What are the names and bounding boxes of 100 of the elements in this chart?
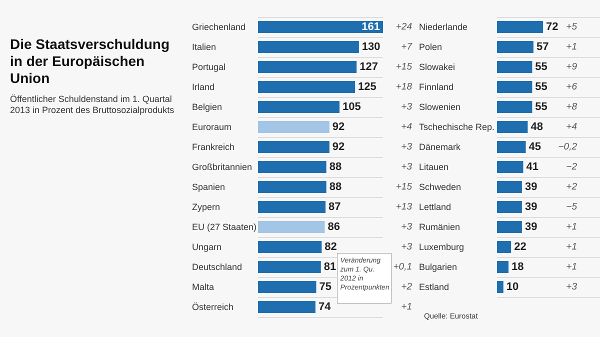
data-label: 39 [524, 221, 538, 233]
bar [497, 241, 512, 253]
y-tick-label: Dänemark [419, 142, 462, 152]
data-label: 88 [329, 161, 342, 173]
data-label: 82 [324, 241, 337, 253]
bar [258, 261, 321, 273]
text: +3 [401, 162, 413, 172]
bar [258, 241, 322, 253]
bar [258, 21, 383, 33]
bar [258, 181, 326, 193]
data-label: 92 [332, 121, 345, 133]
y-tick-label: Italien [192, 42, 216, 52]
bar [497, 161, 524, 173]
text: +6 [566, 82, 578, 92]
text: +3 [401, 102, 413, 112]
data-label: 130 [362, 41, 380, 53]
bar [258, 201, 326, 213]
data-label: 39 [524, 201, 538, 213]
data-label: 10 [506, 281, 519, 293]
y-tick-label: Zypern [192, 202, 220, 212]
bar [258, 301, 316, 313]
y-tick-label: Österreich [192, 302, 234, 312]
y-tick-label: Ungarn [192, 242, 222, 252]
bar [258, 161, 326, 173]
bar [258, 81, 356, 93]
y-tick-label: Griechenland [192, 22, 246, 32]
text: +4 [401, 122, 412, 132]
y-tick-label: Estland [419, 282, 450, 292]
bar [497, 221, 522, 233]
y-tick-label: Polen [419, 42, 442, 52]
data-label: 105 [342, 101, 361, 113]
bar [258, 221, 325, 233]
data-label: 81 [324, 261, 336, 273]
data-label: 86 [328, 221, 340, 233]
text: +1 [566, 222, 577, 232]
text: +3 [401, 142, 413, 152]
text: +5 [566, 22, 578, 32]
text: +0,1 [393, 262, 412, 272]
data-label: 87 [328, 201, 341, 213]
text: +3 [566, 282, 578, 292]
bar [497, 21, 544, 33]
bar [258, 281, 316, 293]
text: −5 [566, 202, 578, 212]
text: +24 [396, 22, 412, 32]
y-tick-label: Euroraum [192, 122, 232, 132]
bar [258, 121, 330, 133]
data-label: 55 [535, 101, 548, 113]
text: +4 [566, 122, 577, 132]
y-tick-label: Lettland [419, 202, 452, 212]
data-label: 92 [332, 141, 345, 153]
bar [497, 101, 532, 113]
data-label: 39 [524, 181, 538, 193]
data-label: 55 [535, 61, 548, 73]
data-label: 88 [329, 181, 342, 193]
text: +1 [401, 302, 412, 312]
bar [497, 121, 528, 133]
text: +15 [396, 182, 413, 192]
bar [497, 181, 522, 193]
y-tick-label: Großbritannien [192, 162, 252, 172]
y-tick-label: Slowakei [419, 62, 456, 72]
text: +1 [566, 42, 577, 52]
data-label: 55 [535, 81, 548, 93]
text: +2 [566, 182, 578, 192]
data-label: 161 [362, 21, 380, 33]
text: +3 [401, 242, 413, 252]
y-tick-label: Irland [192, 82, 215, 92]
data-label: 125 [358, 81, 376, 93]
y-tick-label: Luxemburg [419, 242, 464, 252]
bar [258, 61, 357, 73]
data-label: 74 [318, 301, 332, 313]
data-label: 48 [530, 121, 543, 133]
text: +1 [566, 242, 577, 252]
bar [258, 141, 330, 153]
bar [497, 141, 526, 153]
text: +18 [396, 82, 413, 92]
bar [497, 281, 504, 293]
y-tick-label: Malta [192, 282, 214, 292]
text: +7 [401, 42, 413, 52]
data-label: 72 [546, 21, 558, 33]
text: +2 [401, 282, 413, 292]
y-tick-label: Litauen [419, 162, 449, 172]
bar [497, 261, 509, 273]
y-tick-label: Schweden [419, 182, 462, 192]
text: +15 [396, 62, 413, 72]
data-label: 75 [319, 281, 332, 293]
bar [258, 101, 340, 113]
text: Öffentlicher Schuldenstand im 1. Quartal 2013 in Prozent des Bruttosozialprodukts [10, 94, 176, 116]
text: +1 [566, 262, 577, 272]
y-tick-label: Rumänien [419, 222, 460, 232]
text: +9 [566, 62, 578, 72]
bar [258, 41, 359, 53]
bar [497, 201, 522, 213]
bar [497, 61, 532, 73]
bar [497, 81, 532, 93]
y-tick-label: Deutschland [192, 262, 242, 272]
y-tick-label: Spanien [192, 182, 226, 192]
text: +13 [396, 202, 413, 212]
data-label: 22 [514, 241, 526, 253]
bar [497, 41, 534, 53]
text: −0,2 [558, 142, 578, 152]
